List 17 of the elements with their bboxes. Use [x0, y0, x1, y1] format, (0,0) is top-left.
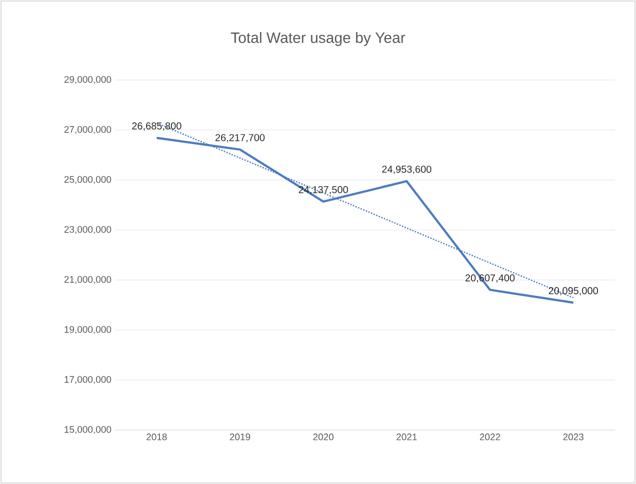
y-tick-label: 25,000,000 [64, 176, 112, 184]
data-label: 26,217,700 [215, 134, 265, 142]
y-tick-label: 29,000,000 [64, 76, 112, 84]
x-tick-label: 2023 [563, 434, 584, 440]
x-tick-label: 2019 [230, 434, 250, 440]
x-tick-label: 2018 [146, 434, 167, 440]
x-tick-label: 2020 [313, 434, 334, 440]
x-tick-label: 2021 [396, 434, 417, 440]
y-tick-label: 21,000,000 [64, 276, 112, 284]
y-tick-label: 15,000,000 [64, 426, 112, 434]
y-tick-label: 17,000,000 [64, 376, 112, 384]
y-tick-label: 23,000,000 [64, 226, 112, 234]
y-tick-label: 27,000,000 [64, 126, 112, 134]
chart-title: Total Water usage by Year [230, 32, 406, 46]
x-tick-label: 2022 [480, 434, 500, 440]
data-label: 24,953,600 [382, 166, 432, 174]
y-tick-label: 19,000,000 [64, 326, 112, 334]
